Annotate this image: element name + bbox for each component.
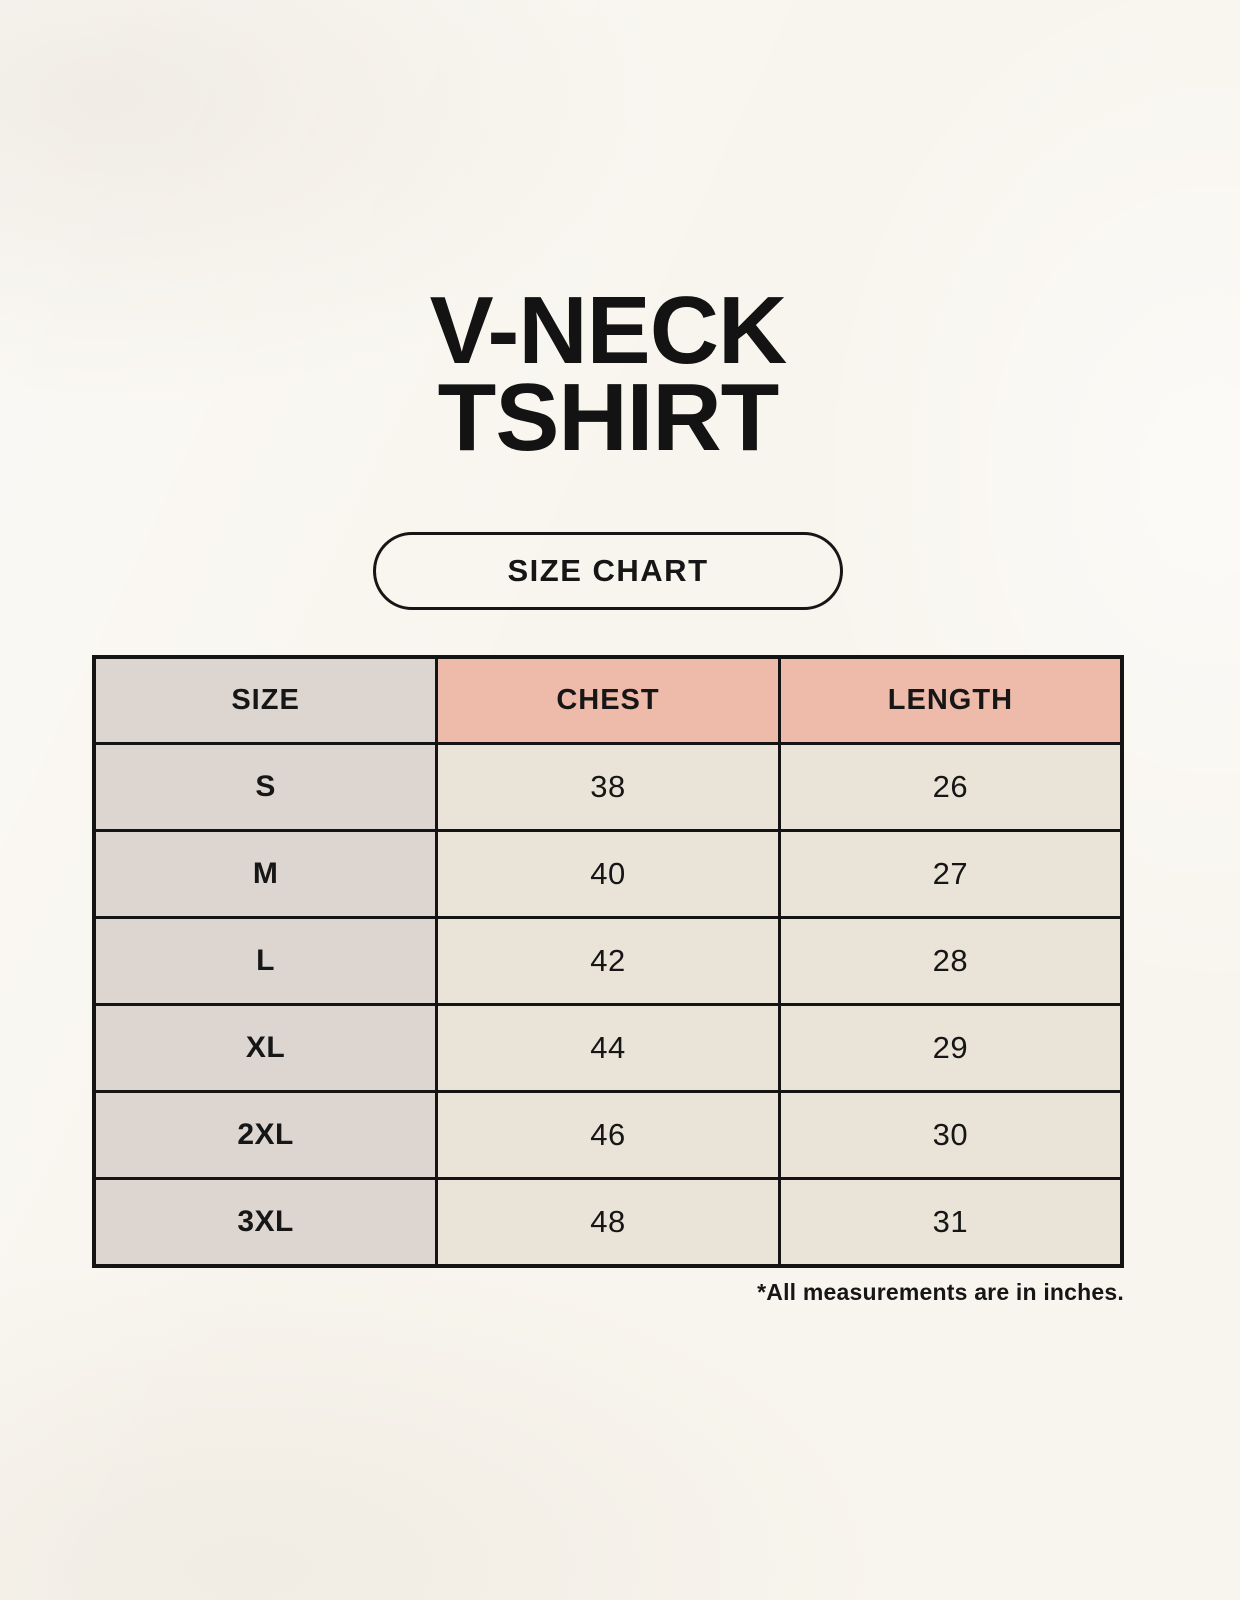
page-title-line-2: TSHIRT (437, 363, 780, 471)
size-cell: S (92, 742, 439, 833)
table-row-m: M 40 27 (92, 829, 1124, 920)
size-cell: 2XL (92, 1090, 439, 1181)
column-header-length: LENGTH (777, 655, 1124, 746)
length-cell: 29 (777, 1003, 1124, 1094)
length-cell: 26 (777, 742, 1124, 833)
chest-cell: 38 (435, 742, 781, 833)
measurements-note: *All measurements are in inches. (757, 1278, 1124, 1305)
page-title: V-NECK TSHIRT (92, 0, 1124, 466)
chest-cell: 42 (435, 916, 781, 1007)
size-chart-table: SIZE CHEST LENGTH S 38 26 M 40 27 L 42 2… (92, 654, 1124, 1268)
length-cell: 28 (777, 916, 1124, 1007)
column-header-chest: CHEST (435, 655, 781, 746)
length-cell: 30 (777, 1090, 1124, 1181)
chest-cell: 44 (435, 1003, 781, 1094)
size-cell: XL (92, 1003, 439, 1094)
size-cell: 3XL (92, 1177, 439, 1268)
size-cell: M (92, 829, 439, 920)
length-cell: 31 (777, 1177, 1124, 1268)
column-header-size: SIZE (92, 655, 439, 746)
table-row-2xl: 2XL 46 30 (92, 1090, 1124, 1181)
table-row-3xl: 3XL 48 31 (92, 1177, 1124, 1268)
chest-cell: 46 (435, 1090, 781, 1181)
page-title-line-1: V-NECK (429, 277, 788, 384)
size-cell: L (92, 916, 439, 1007)
page-content: V-NECK TSHIRT SIZE CHART SIZE CHEST LENG… (92, 0, 1124, 1306)
table-row-s: S 38 26 (92, 742, 1124, 833)
table-row-xl: XL 44 29 (92, 1003, 1124, 1094)
length-cell: 27 (777, 829, 1124, 920)
table-row-l: L 42 28 (92, 916, 1124, 1007)
size-chart-pill-container: SIZE CHART (92, 531, 1124, 610)
chest-cell: 48 (435, 1177, 781, 1268)
chest-cell: 40 (435, 829, 781, 920)
size-chart-button[interactable]: SIZE CHART (373, 531, 843, 610)
table-header-row: SIZE CHEST LENGTH (92, 655, 1124, 746)
